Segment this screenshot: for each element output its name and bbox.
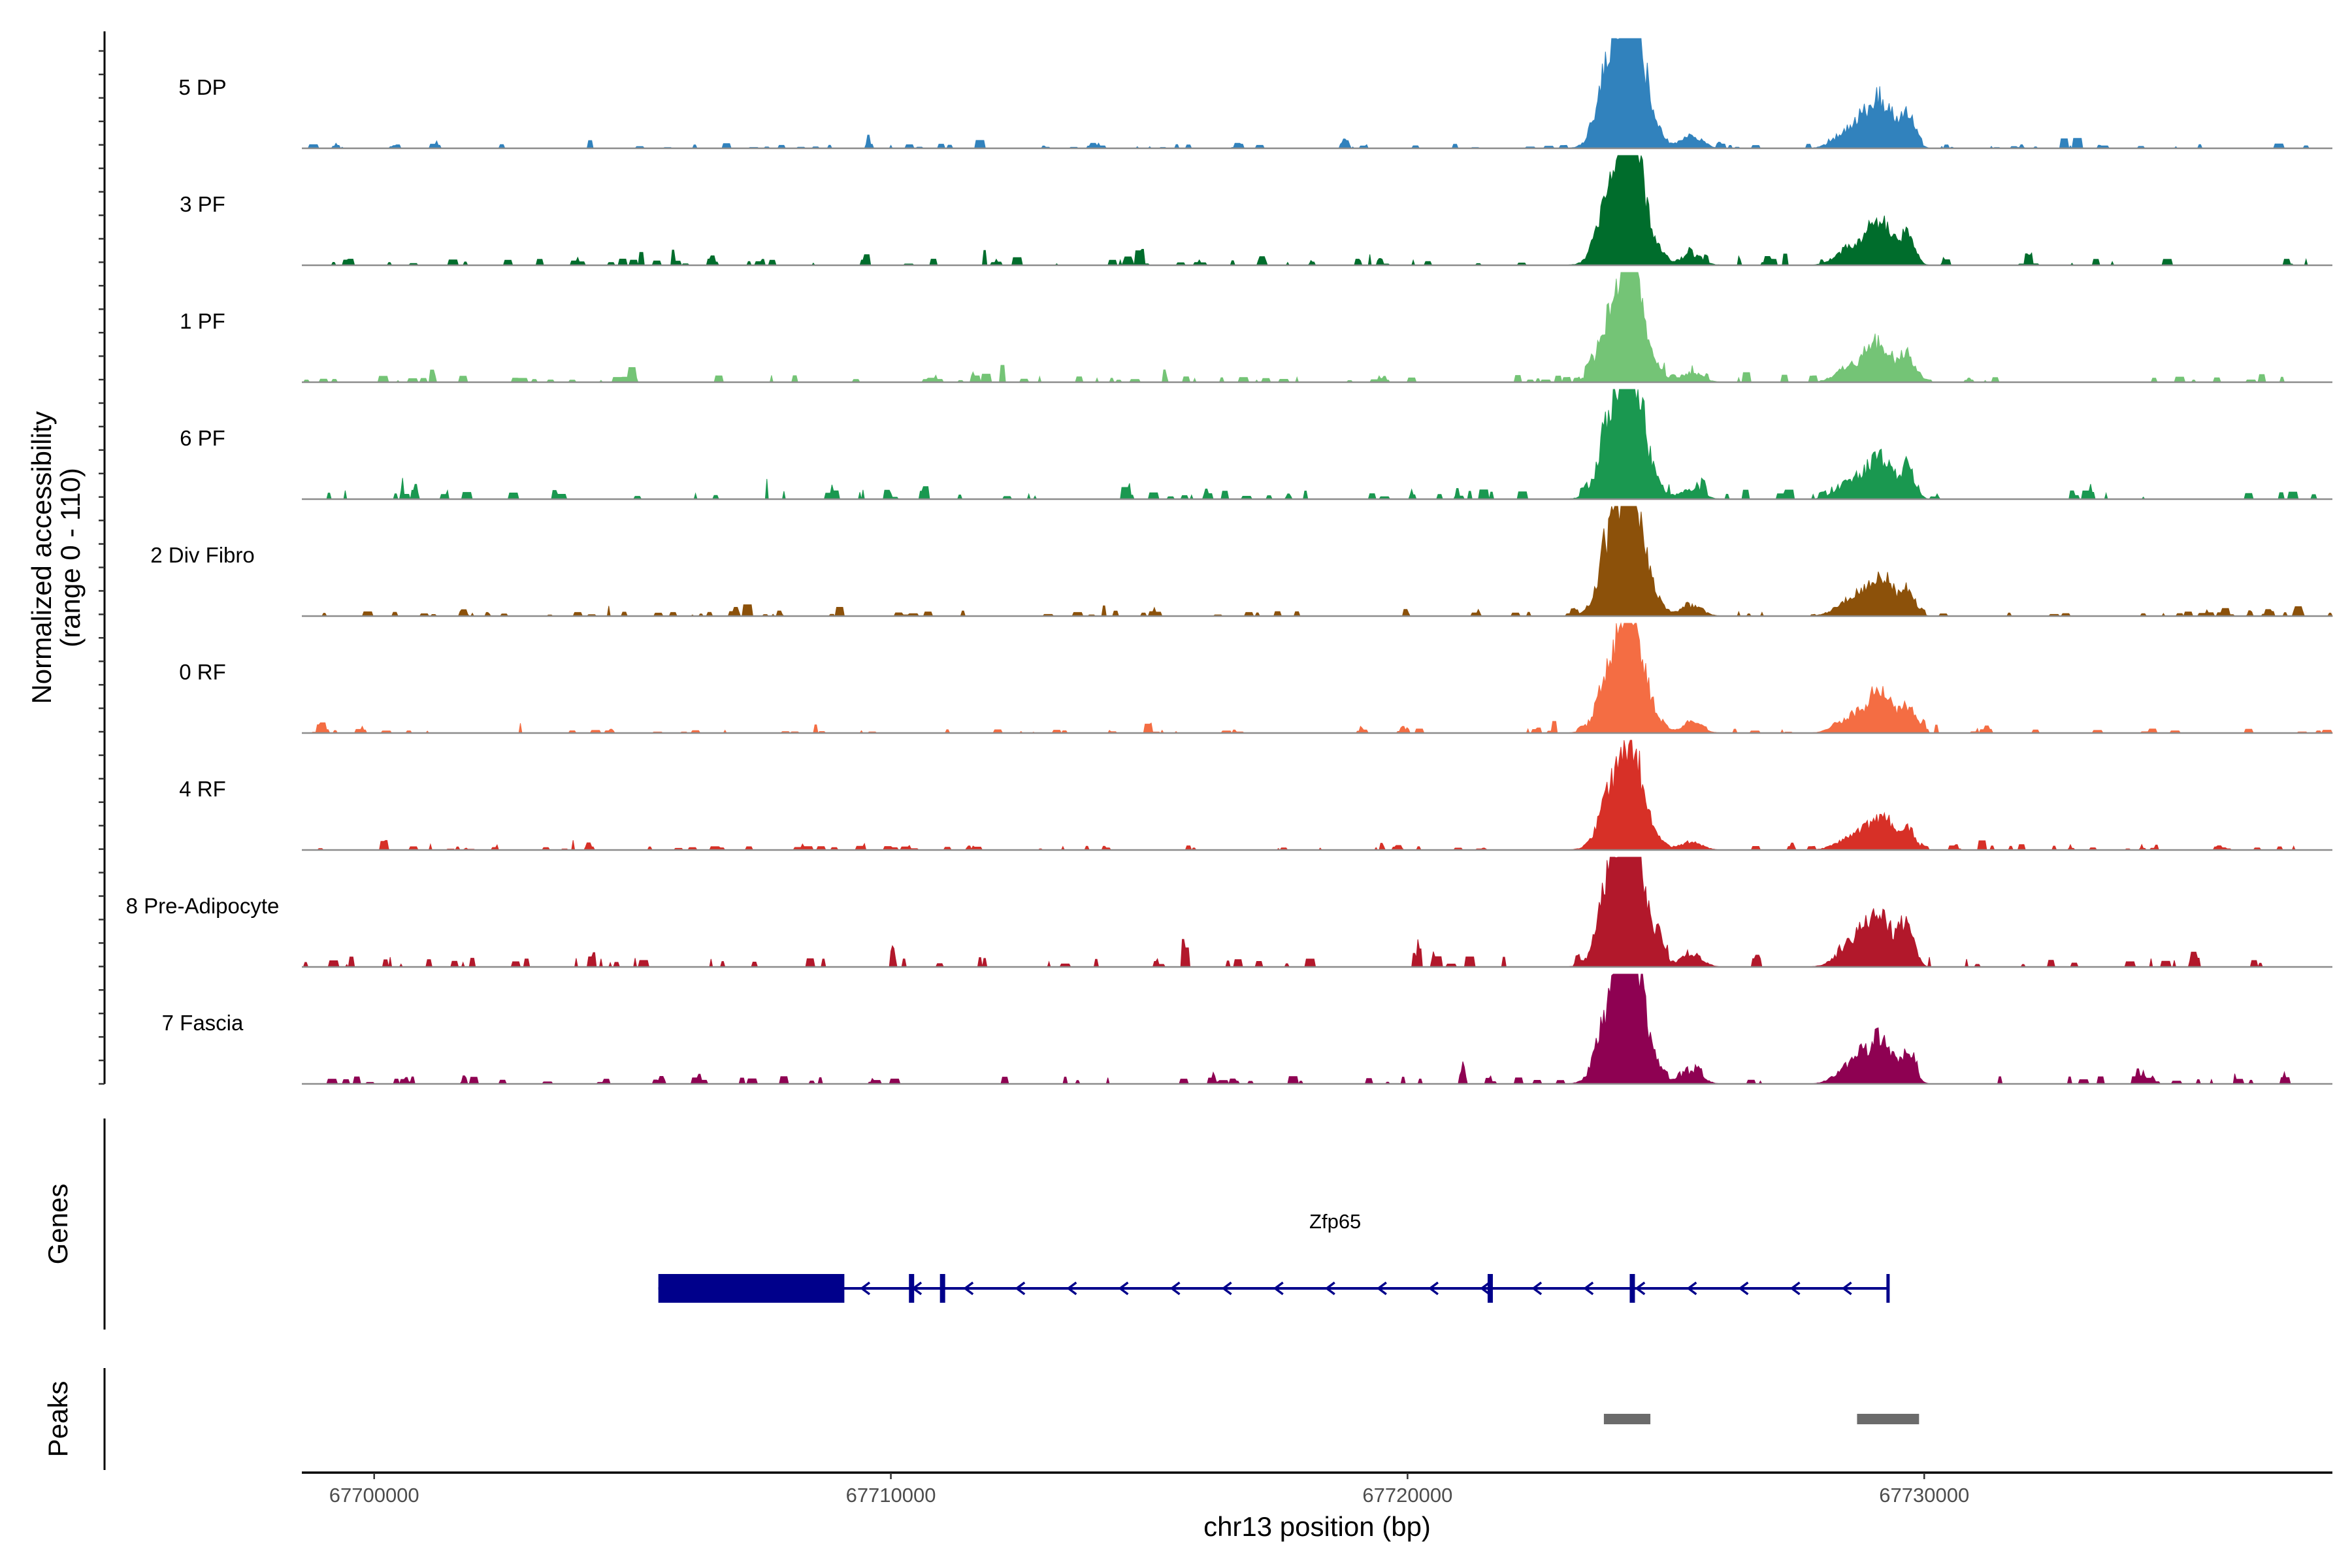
y-axis-title: (range 0 - 110) — [55, 468, 86, 647]
gene-name: Zfp65 — [1309, 1210, 1361, 1233]
genes-track: Genes Zfp65 — [42, 1119, 1890, 1330]
track-label: 8 Pre-Adipocyte — [126, 894, 280, 918]
peak-region — [1603, 1414, 1651, 1424]
gene-exon — [1629, 1274, 1635, 1303]
track-label: 3 PF — [180, 192, 225, 216]
track-label: 1 PF — [180, 309, 225, 333]
strand-chevron — [1273, 1281, 1284, 1296]
strand-chevron — [1738, 1281, 1749, 1296]
strand-chevron — [1066, 1281, 1077, 1296]
strand-chevron — [1531, 1281, 1543, 1296]
coverage-area — [302, 38, 2332, 150]
coverage-area — [302, 622, 2333, 734]
coverage-area — [302, 155, 2332, 267]
x-tick-label: 67730000 — [1879, 1484, 1969, 1507]
strand-chevron — [1583, 1281, 1594, 1296]
track-label: 4 RF — [179, 777, 226, 801]
coverage-area — [302, 389, 2332, 500]
track-label: 6 PF — [180, 426, 225, 450]
x-tick-label: 67700000 — [329, 1484, 419, 1507]
gene-exon — [909, 1274, 915, 1303]
gene-exon — [939, 1274, 945, 1303]
strand-chevron — [1789, 1281, 1801, 1296]
strand-chevron — [860, 1281, 871, 1296]
y-axis-title: Normalized accessibility — [26, 411, 57, 704]
strand-chevron — [1015, 1281, 1026, 1296]
peaks-track-title: Peaks — [42, 1381, 73, 1458]
coverage-tracks: 5 DP 3 PF 1 PF 6 PF 2 Div Fibro 0 RF 4 RF 8 Pre… — [126, 38, 2333, 1085]
coverage-area — [302, 272, 2332, 384]
track-label: 0 RF — [179, 660, 226, 684]
strand-chevron — [1428, 1281, 1439, 1296]
x-tick-label: 67720000 — [1362, 1484, 1452, 1507]
peak-region — [1857, 1414, 1919, 1424]
strand-chevron — [1324, 1281, 1335, 1296]
coverage-area — [302, 973, 2332, 1085]
gene-exon — [658, 1274, 845, 1303]
strand-chevron — [1635, 1281, 1646, 1296]
track-label: 2 Div Fibro — [150, 543, 255, 567]
strand-chevron — [1841, 1281, 1852, 1296]
track-label: 5 DP — [178, 75, 226, 99]
genes-track-title: Genes — [42, 1184, 73, 1265]
track-label: 7 Fascia — [162, 1011, 244, 1035]
x-axis: 67700000 67710000 67720000 67730000 chr13 po… — [302, 1471, 2332, 1542]
strand-chevron — [1221, 1281, 1232, 1296]
y-axis: Normalized accessibility(range 0 - 110) — [26, 31, 106, 1085]
strand-chevron — [1480, 1281, 1491, 1296]
coverage-area — [302, 740, 2332, 851]
strand-chevron — [1118, 1281, 1129, 1296]
coverage-area — [302, 506, 2333, 617]
x-axis-title: chr13 position (bp) — [1203, 1511, 1431, 1542]
strand-chevron — [1686, 1281, 1697, 1296]
gene-exon — [1487, 1274, 1493, 1303]
peaks-track: Peaks — [42, 1368, 1919, 1470]
coverage-area — [302, 857, 2332, 968]
strand-chevron — [963, 1281, 974, 1296]
strand-chevron — [1169, 1281, 1181, 1296]
strand-chevron — [1376, 1281, 1387, 1296]
x-tick-label: 67710000 — [846, 1484, 936, 1507]
